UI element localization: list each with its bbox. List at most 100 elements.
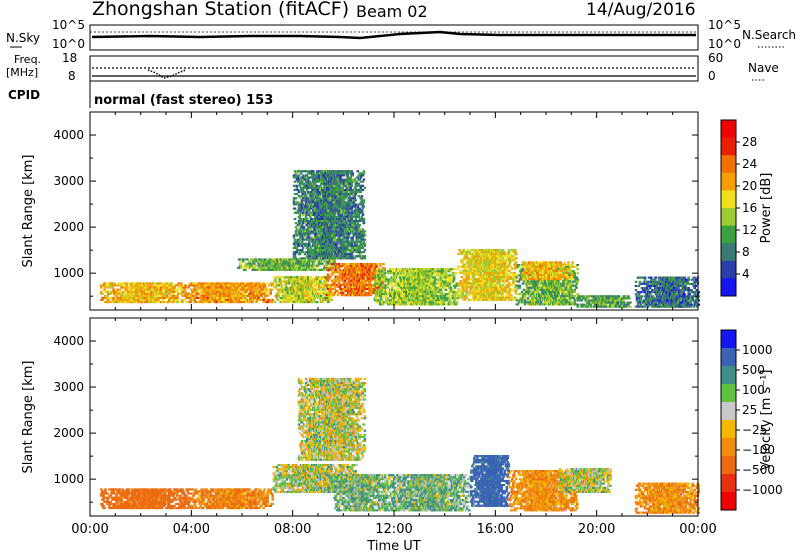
data-cell (358, 178, 362, 181)
data-cell (343, 213, 346, 216)
data-cell (108, 290, 111, 293)
data-cell (291, 276, 295, 279)
data-cell (337, 207, 340, 210)
data-cell (361, 174, 365, 177)
data-cell (274, 266, 277, 269)
data-cell (298, 215, 302, 218)
data-cell (302, 226, 306, 229)
data-cell (381, 268, 385, 271)
data-cell (299, 236, 303, 239)
data-cell (200, 294, 204, 297)
data-cell (294, 266, 298, 269)
data-cell (104, 284, 107, 287)
data-cell (379, 286, 383, 289)
data-cell (154, 284, 158, 287)
data-cell (334, 269, 338, 272)
data-cell (112, 296, 115, 299)
data-cell (283, 301, 287, 304)
data-cell (244, 284, 247, 287)
data-cell (298, 260, 302, 263)
data-cell (329, 262, 332, 265)
data-cell (308, 215, 312, 218)
data-cell (356, 238, 360, 241)
data-cell (197, 292, 200, 295)
data-cell (310, 255, 314, 258)
data-cell (305, 170, 309, 173)
data-cell (269, 290, 272, 293)
data-cell (308, 255, 312, 258)
data-cell (294, 226, 298, 229)
data-cell (330, 298, 333, 301)
data-cell (335, 244, 338, 247)
data-cell (316, 284, 319, 287)
data-cell (319, 296, 322, 299)
data-cell (299, 176, 303, 179)
data-cell (317, 280, 320, 283)
data-cell (394, 278, 397, 281)
data-cell (173, 286, 176, 289)
data-cell (379, 265, 382, 268)
data-cell (151, 296, 155, 299)
data-cell (245, 262, 248, 265)
data-cell (345, 222, 348, 225)
data-cell (242, 258, 245, 261)
data-cell (294, 203, 298, 206)
data-cell (318, 222, 321, 225)
data-cell (359, 253, 363, 256)
data-cell (281, 276, 285, 279)
data-cell (274, 280, 277, 283)
data-cell (310, 260, 314, 263)
data-cell (117, 284, 120, 287)
data-cell (342, 199, 345, 202)
data-cell (335, 234, 338, 237)
data-cell (241, 290, 244, 293)
data-cell (144, 284, 148, 287)
data-cell (319, 292, 322, 295)
data-cell (315, 288, 318, 291)
data-cell (286, 290, 290, 293)
data-cell (197, 288, 200, 291)
data-cell (306, 199, 310, 202)
data-cell (265, 282, 268, 285)
data-cell (212, 288, 216, 291)
data-cell (293, 253, 297, 256)
data-cell (294, 197, 298, 200)
data-cell (310, 174, 314, 177)
data-cell (303, 253, 307, 256)
freq-tick-top: 18 (62, 51, 77, 65)
data-cell (302, 182, 306, 185)
data-cell (117, 290, 120, 293)
data-cell (375, 268, 379, 271)
data-cell (107, 286, 110, 289)
data-cell (180, 284, 183, 287)
data-cell (245, 264, 248, 267)
data-cell (294, 257, 298, 260)
data-cell (375, 297, 379, 300)
data-cell (308, 257, 312, 260)
data-cell (394, 299, 397, 302)
data-cell (309, 186, 313, 189)
data-cell (130, 298, 134, 301)
data-cell (294, 222, 298, 225)
data-cell (325, 262, 328, 265)
data-cell (310, 280, 314, 283)
data-cell (315, 249, 318, 252)
data-cell (317, 172, 320, 175)
data-cell (303, 178, 307, 181)
data-cell (310, 193, 314, 196)
data-cell (254, 282, 257, 285)
data-cell (260, 258, 263, 261)
data-cell (333, 240, 336, 243)
data-cell (379, 297, 383, 300)
data-cell (198, 301, 201, 304)
data-cell (300, 205, 304, 208)
data-cell (315, 257, 318, 260)
data-cell (324, 276, 327, 279)
freq-label-1: Freq. (14, 53, 41, 66)
data-cell (320, 249, 323, 252)
data-cell (180, 292, 183, 295)
data-cell (316, 195, 319, 198)
data-cell (159, 288, 163, 291)
data-cell (410, 297, 413, 300)
data-cell (382, 270, 386, 273)
